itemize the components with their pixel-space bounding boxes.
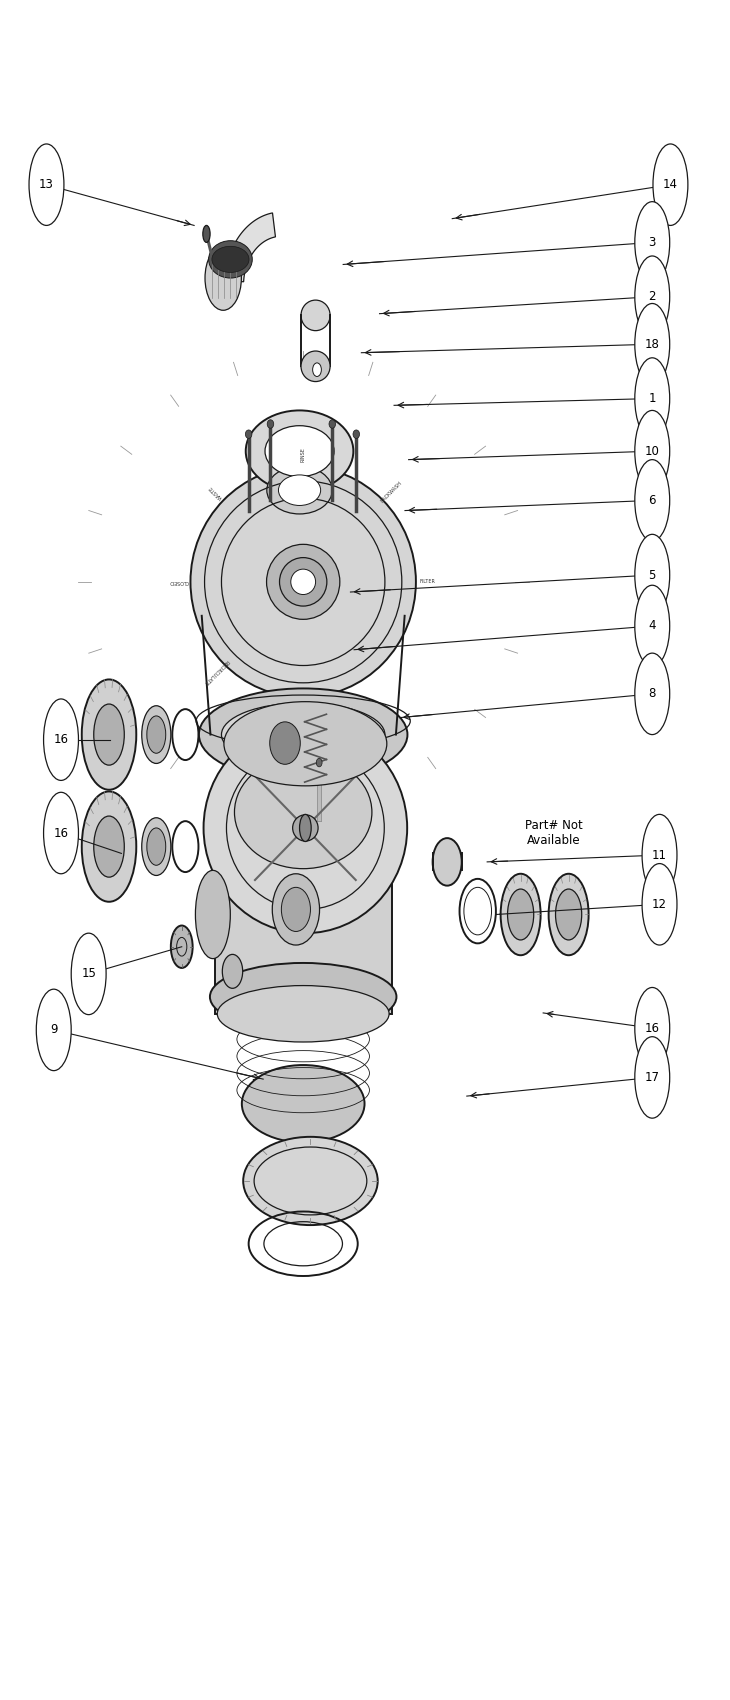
Circle shape [635, 304, 669, 384]
Text: 16: 16 [53, 826, 69, 840]
Text: 5: 5 [648, 568, 656, 581]
Ellipse shape [205, 246, 242, 311]
Ellipse shape [82, 792, 137, 901]
Ellipse shape [245, 430, 252, 439]
Ellipse shape [293, 814, 318, 842]
Ellipse shape [93, 816, 124, 877]
Ellipse shape [246, 410, 353, 491]
Ellipse shape [212, 246, 249, 272]
Text: 16: 16 [645, 1022, 660, 1035]
Circle shape [29, 144, 64, 226]
Ellipse shape [147, 716, 166, 753]
Ellipse shape [556, 889, 582, 940]
Circle shape [635, 988, 669, 1069]
Text: CLOSED: CLOSED [169, 580, 189, 585]
Ellipse shape [501, 874, 541, 955]
Circle shape [653, 144, 688, 226]
Ellipse shape [224, 702, 387, 785]
Ellipse shape [221, 702, 385, 767]
Ellipse shape [329, 420, 336, 428]
Ellipse shape [267, 466, 332, 513]
Text: FILTER: FILTER [419, 580, 435, 585]
Ellipse shape [266, 544, 340, 619]
Ellipse shape [147, 828, 166, 865]
Ellipse shape [267, 420, 274, 428]
Ellipse shape [93, 704, 124, 765]
Ellipse shape [278, 474, 320, 505]
Ellipse shape [269, 722, 300, 765]
Text: Part# Not
Available: Part# Not Available [525, 819, 583, 847]
Text: 9: 9 [50, 1023, 58, 1037]
Ellipse shape [82, 680, 137, 790]
Polygon shape [225, 212, 275, 282]
Ellipse shape [215, 731, 391, 892]
Ellipse shape [549, 874, 588, 955]
Ellipse shape [142, 706, 171, 763]
Text: 12: 12 [652, 898, 667, 911]
Ellipse shape [261, 709, 310, 777]
Text: 18: 18 [645, 338, 660, 350]
Circle shape [635, 202, 669, 284]
Text: 1: 1 [648, 393, 656, 405]
Circle shape [635, 1037, 669, 1119]
Ellipse shape [353, 430, 360, 439]
Ellipse shape [243, 1137, 377, 1226]
Circle shape [635, 410, 669, 491]
Circle shape [44, 792, 78, 874]
Ellipse shape [312, 362, 321, 376]
Text: 4: 4 [648, 619, 656, 632]
Ellipse shape [209, 241, 253, 279]
Ellipse shape [234, 756, 372, 869]
Text: 13: 13 [39, 178, 54, 190]
Circle shape [635, 459, 669, 541]
Text: 16: 16 [53, 733, 69, 746]
Ellipse shape [265, 425, 334, 476]
Circle shape [635, 534, 669, 615]
Ellipse shape [281, 887, 310, 932]
Text: 17: 17 [645, 1071, 660, 1085]
Ellipse shape [291, 570, 315, 595]
Ellipse shape [507, 889, 534, 940]
Circle shape [635, 653, 669, 734]
Ellipse shape [280, 558, 327, 607]
Ellipse shape [218, 986, 389, 1042]
Text: 2: 2 [648, 291, 656, 303]
Ellipse shape [199, 688, 407, 780]
Text: RECIRCULATE: RECIRCULATE [202, 658, 229, 685]
Ellipse shape [242, 1064, 364, 1142]
Text: WASTE: WASTE [207, 484, 223, 500]
Circle shape [299, 814, 311, 842]
Ellipse shape [204, 722, 407, 933]
Text: 3: 3 [648, 236, 656, 248]
Text: 15: 15 [81, 967, 96, 981]
Circle shape [36, 989, 72, 1071]
Text: RINSE: RINSE [301, 447, 306, 462]
Ellipse shape [171, 925, 193, 967]
Ellipse shape [196, 870, 231, 959]
Text: 10: 10 [645, 445, 660, 457]
Text: 6: 6 [648, 495, 656, 507]
Circle shape [203, 226, 210, 243]
Circle shape [635, 585, 669, 666]
Circle shape [642, 814, 677, 896]
Circle shape [635, 257, 669, 337]
Ellipse shape [223, 954, 242, 988]
Circle shape [44, 699, 78, 780]
Ellipse shape [191, 466, 416, 697]
Ellipse shape [433, 838, 461, 886]
Text: 8: 8 [648, 687, 656, 700]
Polygon shape [215, 852, 391, 1013]
Text: BACKWASH: BACKWASH [379, 481, 402, 503]
Circle shape [72, 933, 106, 1015]
Ellipse shape [272, 874, 320, 945]
Circle shape [642, 864, 677, 945]
Circle shape [635, 357, 669, 439]
Ellipse shape [301, 350, 330, 381]
Text: 11: 11 [652, 848, 667, 862]
Ellipse shape [210, 962, 396, 1030]
Text: 14: 14 [663, 178, 678, 190]
Ellipse shape [142, 818, 171, 876]
Ellipse shape [301, 301, 330, 332]
Ellipse shape [316, 758, 322, 767]
